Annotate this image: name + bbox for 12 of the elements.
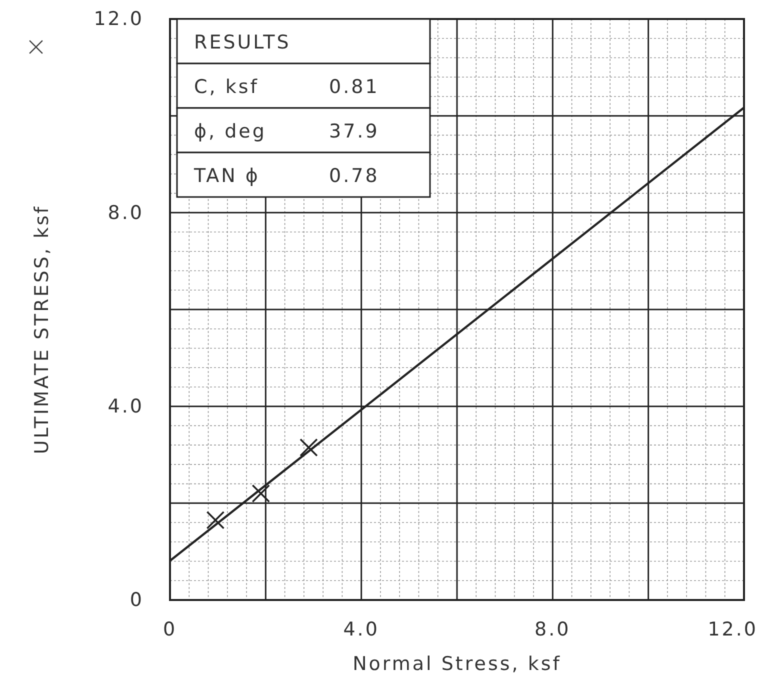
y-tick-label: 12.0 [94, 8, 144, 30]
y-tick-label: 0 [130, 589, 144, 612]
x-tick-label: 12.0 [708, 618, 758, 640]
y-axis-title: ULTIMATE STRESS, ksf [31, 204, 53, 454]
x-tick-label: 4.0 [343, 618, 380, 640]
y-tick-label: 4.0 [108, 395, 144, 418]
x-tick-label: 8.0 [534, 618, 571, 640]
y-tick-label: 8.0 [108, 202, 144, 224]
annotation: RESULTS [194, 31, 291, 54]
x-tick-label: 0 [162, 618, 178, 640]
results-table: RESULTS C, ksf 0.81 ϕ, deg 37.9 TAN ϕ 0.78 [176, 18, 431, 198]
x-axis-title: Normal Stress, ksf [352, 653, 562, 675]
